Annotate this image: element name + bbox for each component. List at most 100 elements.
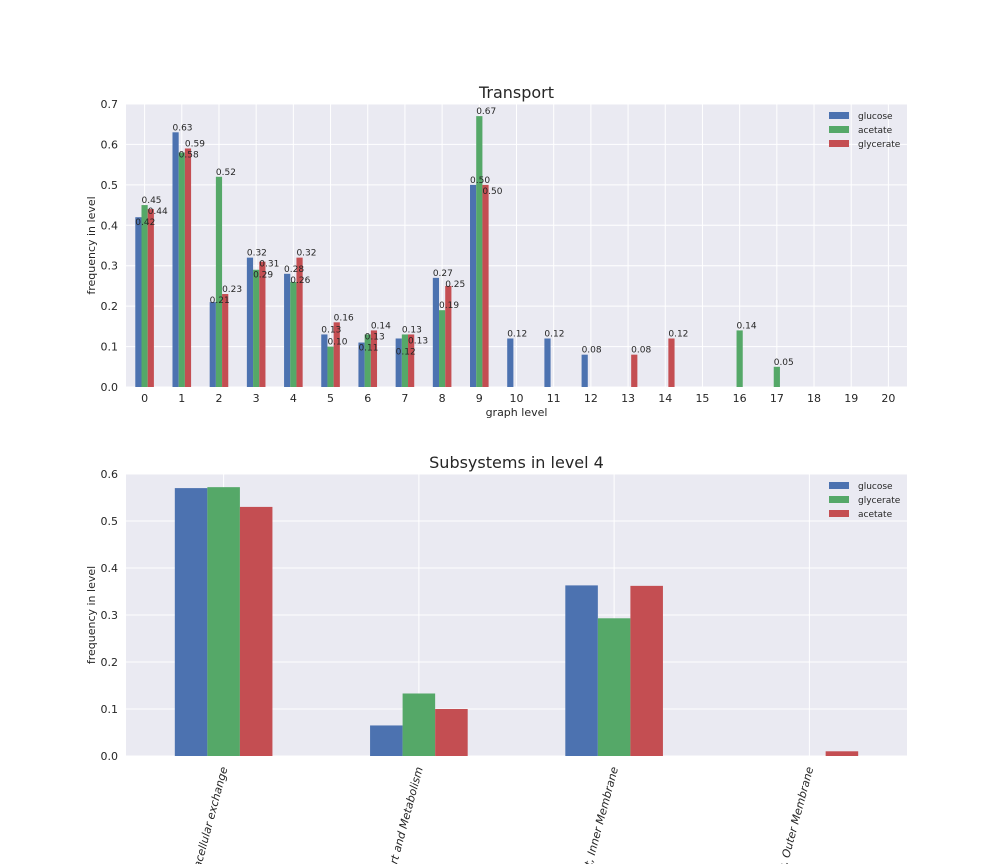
legend-label: glycerate [858, 140, 901, 150]
data-label: 0.11 [358, 343, 378, 353]
data-label: 0.27 [433, 269, 453, 279]
data-label: 0.29 [253, 271, 273, 281]
data-label: 0.59 [185, 139, 205, 149]
y-tick-label: 0.0 [101, 381, 119, 394]
bar-glucose [284, 273, 291, 387]
data-label: 0.67 [476, 107, 496, 117]
bar-glucose [507, 338, 514, 387]
bar-glycerate [296, 257, 303, 387]
bar-glucose [565, 585, 598, 756]
legend-swatch [829, 482, 849, 489]
x-tick-label: 10 [510, 392, 524, 405]
x-tick-label: 11 [547, 392, 561, 405]
x-tick-label: rt, Inner Membrane [581, 765, 621, 864]
bar-glycerate [184, 148, 192, 387]
data-label: 0.63 [172, 123, 192, 133]
y-tick-label: 0.4 [101, 562, 119, 575]
data-label: 0.26 [290, 276, 310, 286]
chart-title: Subsystems in level 4 [429, 453, 604, 472]
x-tick-label: 1 [178, 392, 185, 405]
data-label: 0.08 [582, 346, 602, 356]
y-tick-label: 0.5 [101, 179, 119, 192]
data-label: 0.16 [334, 313, 354, 323]
x-tick-label: 18 [807, 392, 821, 405]
data-label: 0.13 [321, 325, 341, 335]
bar-acetate [364, 334, 371, 387]
x-tick-label: 3 [253, 392, 260, 405]
x-tick-label: 2 [215, 392, 222, 405]
data-label: 0.50 [482, 187, 502, 197]
bar-glucose [174, 488, 208, 756]
y-tick-label: 0.4 [101, 219, 119, 232]
x-tick-label: 4 [290, 392, 297, 405]
bar-glucose [209, 302, 216, 387]
bar-acetate [439, 310, 446, 387]
bar-acetate [253, 269, 260, 387]
data-label: 0.13 [402, 325, 422, 335]
data-label: 0.19 [439, 301, 459, 311]
x-tick-label: t, Outer Membrane [777, 765, 817, 864]
bar-glucose [370, 725, 403, 756]
x-tick-label: 13 [621, 392, 635, 405]
bar-acetate [435, 709, 468, 756]
bar-glycerate [631, 354, 638, 387]
data-label: 0.23 [222, 285, 242, 295]
legend-label: glucose [858, 482, 893, 492]
data-label: 0.52 [216, 168, 236, 178]
x-tick-label: 19 [844, 392, 858, 405]
x-tick-label: 6 [364, 392, 371, 405]
bar-glucose [470, 184, 477, 387]
data-label: 0.28 [284, 265, 304, 275]
data-label: 0.14 [737, 321, 757, 331]
bar-glucose [432, 277, 440, 387]
legend-swatch [829, 510, 849, 517]
x-tick-label: 15 [695, 392, 709, 405]
y-tick-label: 0.5 [101, 515, 119, 528]
x-tick-label: 5 [327, 392, 334, 405]
legend-swatch [829, 496, 849, 503]
bar-glycerate [147, 209, 154, 387]
x-tick-label: ort and Metabolism [386, 765, 426, 864]
data-label: 0.21 [210, 296, 230, 306]
bar-glucose [321, 334, 328, 387]
data-label: 0.12 [544, 329, 564, 339]
bar-acetate [215, 176, 223, 387]
y-axis-label: frequency in level [85, 566, 98, 664]
legend-label: acetate [858, 510, 893, 520]
bar-acetate [141, 205, 148, 387]
data-label: 0.32 [247, 249, 267, 259]
data-label: 0.13 [365, 332, 385, 342]
legend-swatch [829, 112, 849, 119]
chart-title: Transport [478, 83, 554, 102]
legend-label: glycerate [858, 496, 901, 506]
legend-swatch [829, 140, 849, 147]
chart-0: 0.00.10.20.30.40.50.60.70 1 2 3 4 5 6 7 8 9 10 11 12… [85, 83, 907, 419]
bar-glycerate [259, 261, 266, 387]
y-tick-label: 0.6 [101, 138, 119, 151]
data-label: 0.12 [668, 329, 688, 339]
bar-glycerate [668, 338, 675, 387]
data-label: 0.32 [296, 249, 316, 259]
bar-acetate [239, 506, 273, 756]
data-label: 0.12 [507, 329, 527, 339]
bar-glycerate [445, 285, 452, 387]
bar-acetate [327, 346, 334, 387]
bar-acetate [178, 152, 185, 387]
data-label: 0.25 [445, 280, 465, 290]
bar-acetate [825, 751, 859, 756]
legend-swatch [829, 126, 849, 133]
x-tick-label: 9 [476, 392, 483, 405]
bar-acetate [290, 281, 297, 387]
y-tick-label: 0.7 [101, 98, 119, 111]
bar-glycerate [597, 618, 631, 756]
data-label: 0.08 [631, 346, 651, 356]
bar-glycerate [207, 487, 240, 756]
bar-glycerate [222, 294, 229, 387]
x-tick-label: 16 [733, 392, 747, 405]
data-label: 0.05 [774, 358, 794, 368]
x-tick-label: 7 [401, 392, 408, 405]
legend-label: glucose [858, 112, 893, 122]
bar-glucose [172, 132, 179, 387]
bar-acetate [630, 585, 663, 756]
